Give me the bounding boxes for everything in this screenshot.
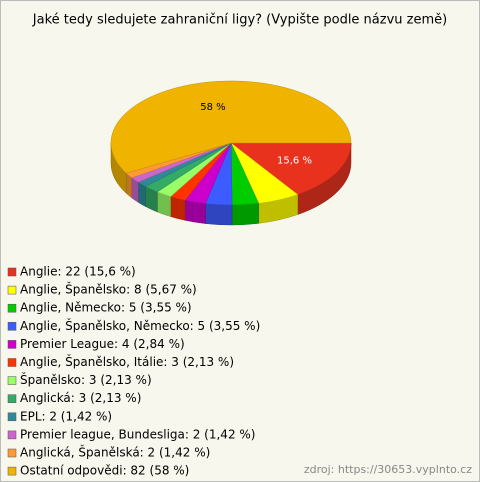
legend-label: Premier league, Bundesliga: 2 (1,42 %) bbox=[20, 427, 255, 441]
legend-swatch bbox=[7, 430, 17, 440]
slice bbox=[110, 80, 352, 174]
legend-swatch bbox=[7, 412, 17, 422]
legend-swatch bbox=[7, 448, 17, 458]
legend-label: EPL: 2 (1,42 %) bbox=[20, 409, 112, 423]
source: zdroj: https://30653.vyplnto.cz bbox=[304, 463, 472, 476]
legend-swatch bbox=[7, 466, 17, 476]
legend-swatch bbox=[7, 376, 17, 385]
legend-label: Anglie, Německo: 5 (3,55 %) bbox=[20, 301, 192, 315]
legend-label: Anglie, Španělsko: 8 (5,67 %) bbox=[20, 282, 197, 297]
legend-label: Premier League: 4 (2,84 %) bbox=[20, 337, 185, 351]
legend-swatch bbox=[7, 394, 17, 403]
legend-label: Anglická, Španělská: 2 (1,42 %) bbox=[20, 445, 210, 460]
slice-side bbox=[170, 196, 186, 221]
slice-side bbox=[231, 203, 259, 226]
legend-swatch bbox=[7, 322, 17, 331]
pie: 15,6 % 58 % bbox=[110, 80, 352, 226]
slice-label: 15,6 % bbox=[277, 156, 312, 167]
legend-label: Anglie, Španělsko, Itálie: 3 (2,13 %) bbox=[20, 354, 234, 369]
legend-swatch bbox=[7, 340, 17, 349]
legend-swatch bbox=[7, 267, 17, 277]
legend-label: Anglie, Španělsko, Německo: 5 (3,55 %) bbox=[20, 318, 260, 333]
legend-label: Anglie: 22 (15,6 %) bbox=[20, 265, 136, 279]
legend-swatch bbox=[7, 303, 17, 313]
legend: Anglie: 22 (15,6 %) Anglie, Španělsko: 8 … bbox=[7, 265, 260, 478]
legend-label: Španělsko: 3 (2,13 %) bbox=[20, 372, 152, 387]
slice-label: 58 % bbox=[200, 102, 225, 113]
legend-label: Ostatní odpovědi: 82 (58 %) bbox=[20, 464, 189, 478]
slice-side bbox=[205, 203, 233, 226]
slice bbox=[230, 142, 352, 195]
slice-side bbox=[184, 199, 206, 224]
legend-label: Anglická: 3 (2,13 %) bbox=[20, 391, 141, 405]
legend-swatch bbox=[7, 358, 17, 367]
chart-title: Jaké tedy sledujete zahraniční ligy? (Vy… bbox=[32, 13, 447, 28]
legend-swatch bbox=[7, 285, 17, 295]
